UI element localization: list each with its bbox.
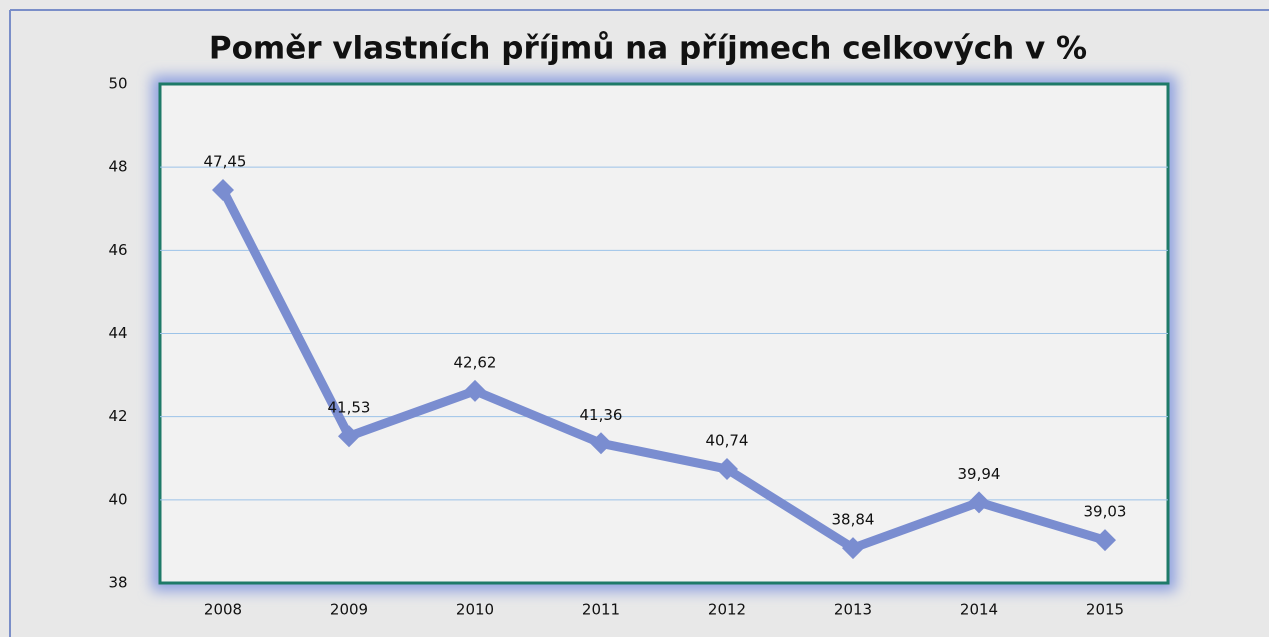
marker [842, 537, 864, 560]
data-label: 38,84 [832, 511, 875, 529]
data-label: 47,45 [204, 153, 247, 171]
data-label: 39,03 [1084, 503, 1127, 521]
x-tick-label: 2009 [330, 601, 368, 619]
marker [338, 425, 360, 448]
data-label: 40,74 [706, 432, 749, 450]
y-tick-label: 46 [108, 241, 127, 259]
data-label: 42,62 [454, 353, 497, 371]
data-label: 39,94 [958, 465, 1001, 483]
x-tick-label: 2014 [960, 601, 998, 619]
y-tick-label: 42 [108, 407, 127, 425]
x-tick-label: 2013 [834, 601, 872, 619]
marker [464, 379, 486, 402]
line [218, 187, 1107, 553]
marker [1094, 529, 1116, 552]
x-tick-label: 2008 [204, 601, 242, 619]
x-tick-label: 2015 [1086, 601, 1124, 619]
chart-title: Poměr vlastních příjmů na příjmech celko… [209, 31, 1087, 67]
x-tick-label: 2011 [582, 601, 620, 619]
marker [212, 179, 234, 202]
marker [968, 491, 990, 514]
data-label: 41,36 [580, 406, 623, 424]
data-label: 41,53 [328, 399, 371, 417]
x-tick-label: 2010 [456, 601, 494, 619]
x-tick-label: 2012 [708, 601, 746, 619]
y-tick-label: 44 [108, 324, 127, 342]
marker [716, 458, 738, 481]
y-tick-label: 38 [108, 574, 127, 592]
y-tick-label: 40 [108, 490, 127, 508]
y-tick-label: 48 [108, 158, 127, 176]
y-tick-label: 50 [108, 75, 127, 93]
marker [590, 432, 612, 455]
